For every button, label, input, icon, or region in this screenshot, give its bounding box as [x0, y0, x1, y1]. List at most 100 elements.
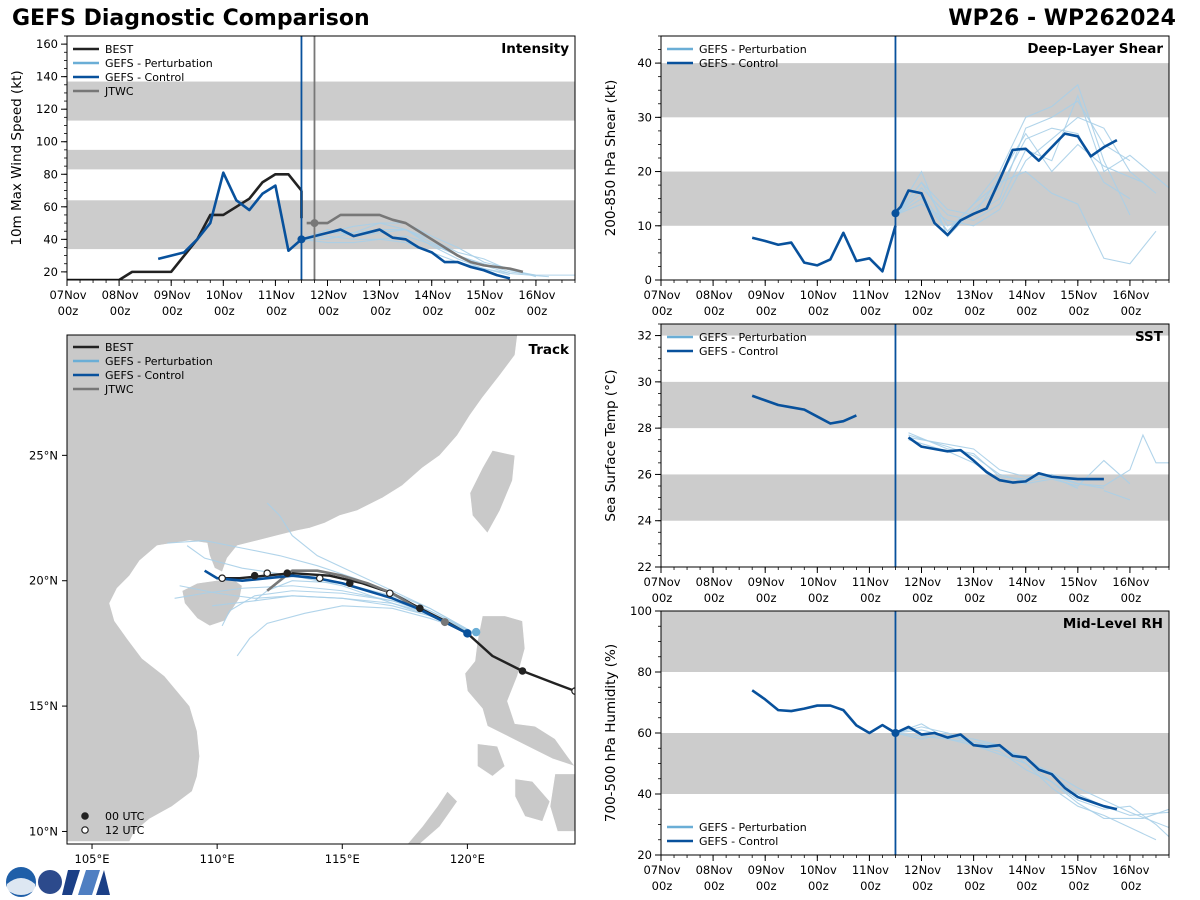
- perturbation-line: [894, 127, 1131, 238]
- cira-letter-shape: [96, 870, 110, 895]
- panel-title: Track: [529, 342, 570, 358]
- x-tick-label: 07Nov: [643, 288, 680, 302]
- x-tick-label: 00z: [964, 591, 985, 605]
- threshold-band: [661, 733, 1169, 794]
- x-tick-label: 00z: [1016, 304, 1037, 318]
- best-track-point: [416, 604, 424, 613]
- x-tick-label: 00z: [1016, 879, 1037, 893]
- legend-label: GEFS - Perturbation: [105, 57, 213, 70]
- marker-legend-symbol: [81, 812, 89, 820]
- perturbation-track: [167, 540, 476, 634]
- x-tick-label: 00z: [1121, 879, 1142, 893]
- noaa-wave-icon: [7, 878, 35, 895]
- taiwan-island: [469, 449, 516, 534]
- y-tick-label: 160: [36, 37, 58, 51]
- control-start-point: [463, 629, 472, 638]
- sst-panel: 22 24 26 28 30 32 07Nov 00z 08Nov 00z 09Nov 00z 10No…: [603, 323, 1170, 605]
- x-tick-label: 09Nov: [748, 288, 785, 302]
- x-tick-label: 00z: [318, 304, 339, 318]
- x-tick-label: 12Nov: [904, 863, 941, 877]
- legend-label: GEFS - Control: [699, 835, 778, 848]
- x-tick-label: 15Nov: [1060, 863, 1097, 877]
- x-tick-label: 00z: [214, 304, 235, 318]
- plot-area: [661, 324, 1169, 567]
- y-axis-label: 10m Max Wind Speed (kt): [9, 70, 25, 245]
- control-line: [751, 394, 857, 425]
- x-tick-label: 00z: [808, 879, 829, 893]
- cira-letter-shape: [62, 870, 80, 895]
- y-tick-label: 20: [637, 848, 652, 862]
- y-tick-label: 120: [36, 102, 58, 116]
- perturbation-line: [301, 222, 537, 278]
- y-tick-label: 26: [637, 467, 652, 481]
- x-tick-label: 00z: [1068, 879, 1089, 893]
- x-tick-label: 00z: [652, 879, 673, 893]
- init-marker: [297, 235, 306, 244]
- control-line: [894, 725, 1118, 811]
- x-tick-label: 12Nov: [904, 288, 941, 302]
- y-tick-label: 140: [36, 70, 58, 84]
- x-tick-label: 09Nov: [154, 288, 191, 302]
- marker-legend-symbol: [81, 826, 89, 834]
- y-tick-label: 60: [637, 726, 652, 740]
- perturbation-line: [1103, 490, 1131, 501]
- y-tick-label: 100: [36, 135, 58, 149]
- x-tick-label: 00z: [1121, 304, 1142, 318]
- x-tick-label: 08Nov: [696, 575, 733, 589]
- plot-area: [67, 36, 575, 280]
- lat-tick-label: 15°N: [29, 699, 58, 713]
- palawan-island: [406, 790, 458, 844]
- x-tick-label: 00z: [964, 879, 985, 893]
- x-tick-label: 11Nov: [852, 863, 889, 877]
- x-tick-label: 11Nov: [852, 575, 889, 589]
- perturbation-track: [266, 502, 476, 634]
- x-tick-label: 10Nov: [800, 575, 837, 589]
- x-tick-label: 00z: [704, 304, 725, 318]
- legend-label: JTWC: [104, 383, 134, 396]
- best-track-point: [250, 571, 259, 580]
- threshold-band: [661, 611, 1169, 672]
- marker-legend-label: 00 UTC: [105, 810, 145, 823]
- x-tick-label: 15Nov: [466, 288, 503, 302]
- x-tick-label: 00z: [162, 304, 183, 318]
- threshold-band: [67, 200, 575, 250]
- x-tick-label: 00z: [110, 304, 131, 318]
- best-track-point: [345, 579, 354, 588]
- x-tick-label: 13Nov: [956, 575, 993, 589]
- legend-label: BEST: [105, 43, 133, 56]
- mindoro-island: [477, 743, 506, 777]
- control-line: [907, 436, 1104, 484]
- perturbation-line: [908, 439, 1131, 487]
- x-tick-label: 13Nov: [362, 288, 399, 302]
- x-tick-label: 09Nov: [748, 863, 785, 877]
- y-tick-label: 40: [43, 232, 58, 246]
- x-tick-label: 11Nov: [258, 288, 295, 302]
- plot-area: [661, 611, 1169, 855]
- x-tick-label: 00z: [652, 591, 673, 605]
- y-tick-label: 0: [645, 273, 652, 287]
- x-tick-label: 14Nov: [1008, 575, 1045, 589]
- best-track-point: [315, 574, 324, 583]
- intensity-panel: 20 40 60 80 100 120 140 160 07Nov 00z 08Nov 00z 09No…: [9, 35, 576, 318]
- best-track-point: [283, 569, 292, 578]
- legend-label: GEFS - Control: [699, 345, 778, 358]
- y-tick-label: 22: [637, 560, 652, 574]
- x-tick-label: 13Nov: [956, 863, 993, 877]
- x-tick-label: 00z: [964, 304, 985, 318]
- legend-label: GEFS - Control: [105, 71, 184, 84]
- panel-title: Mid-Level RH: [1063, 616, 1163, 632]
- perturbation-line: [895, 83, 1131, 233]
- x-tick-label: 13Nov: [956, 288, 993, 302]
- x-tick-label: 00z: [652, 304, 673, 318]
- visayas-island: [549, 773, 575, 832]
- x-tick-label: 08Nov: [696, 863, 733, 877]
- x-tick-label: 00z: [704, 591, 725, 605]
- y-axis-label: 200-850 hPa Shear (kt): [603, 80, 619, 237]
- x-tick-label: 16Nov: [518, 288, 555, 302]
- perturbation-line: [895, 726, 1169, 819]
- cira-logo: [6, 867, 110, 897]
- storm-id: WP26 - WP262024: [948, 6, 1176, 31]
- y-tick-label: 30: [637, 110, 652, 124]
- y-tick-label: 60: [43, 200, 58, 214]
- panel-title: Deep-Layer Shear: [1027, 41, 1163, 57]
